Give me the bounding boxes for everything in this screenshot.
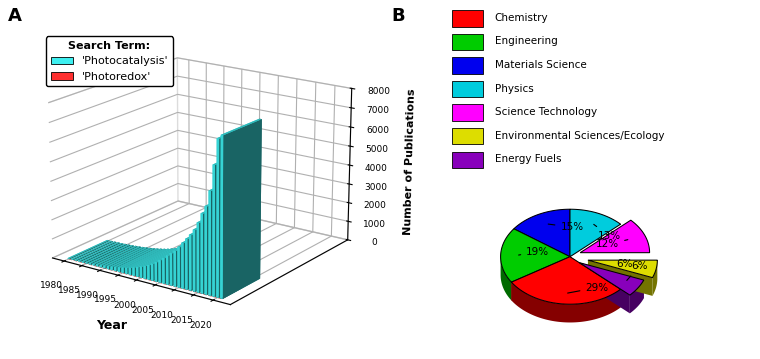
Text: Engineering: Engineering xyxy=(495,36,558,46)
FancyBboxPatch shape xyxy=(452,10,483,27)
Polygon shape xyxy=(501,257,511,300)
Polygon shape xyxy=(588,260,657,278)
Text: Science Technology: Science Technology xyxy=(495,107,597,117)
FancyBboxPatch shape xyxy=(452,34,483,50)
Polygon shape xyxy=(630,280,644,313)
Legend: 'Photocatalysis', 'Photoredox': 'Photocatalysis', 'Photoredox' xyxy=(46,36,173,87)
Polygon shape xyxy=(511,257,570,300)
Text: 13%: 13% xyxy=(594,224,621,241)
Polygon shape xyxy=(511,257,570,300)
FancyBboxPatch shape xyxy=(452,81,483,97)
FancyBboxPatch shape xyxy=(452,151,483,168)
FancyBboxPatch shape xyxy=(452,57,483,74)
Polygon shape xyxy=(570,257,621,308)
Text: 6%: 6% xyxy=(627,261,648,280)
Polygon shape xyxy=(653,260,657,296)
Text: 19%: 19% xyxy=(518,247,549,257)
Text: Physics: Physics xyxy=(495,84,534,94)
Polygon shape xyxy=(579,262,644,295)
Text: Energy Fuels: Energy Fuels xyxy=(495,154,561,164)
Text: 6%: 6% xyxy=(616,260,638,270)
Text: 15%: 15% xyxy=(548,222,584,232)
Text: Chemistry: Chemistry xyxy=(495,13,549,23)
Polygon shape xyxy=(588,260,653,296)
Polygon shape xyxy=(511,282,621,322)
Text: Materials Science: Materials Science xyxy=(495,60,587,70)
Text: B: B xyxy=(391,7,405,25)
Text: A: A xyxy=(8,7,21,25)
Polygon shape xyxy=(579,262,630,313)
Polygon shape xyxy=(501,229,570,282)
Polygon shape xyxy=(570,209,621,257)
Text: 12%: 12% xyxy=(596,239,628,250)
Text: 29%: 29% xyxy=(568,283,609,293)
Polygon shape xyxy=(579,262,644,298)
Polygon shape xyxy=(514,209,570,257)
FancyBboxPatch shape xyxy=(452,104,483,121)
Polygon shape xyxy=(511,257,621,304)
X-axis label: Year: Year xyxy=(97,319,127,332)
Text: Environmental Sciences/Ecology: Environmental Sciences/Ecology xyxy=(495,131,664,141)
FancyBboxPatch shape xyxy=(452,128,483,144)
Polygon shape xyxy=(580,220,650,253)
